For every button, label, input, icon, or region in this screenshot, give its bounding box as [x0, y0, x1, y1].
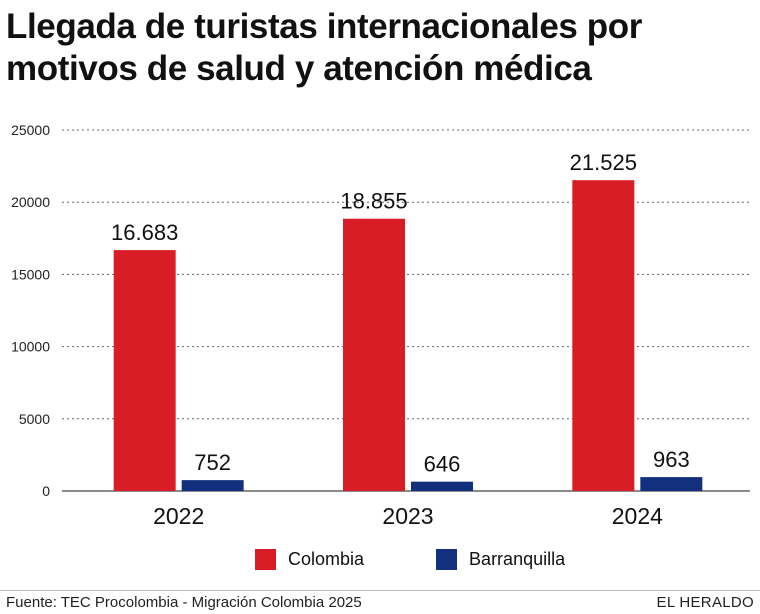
- y-tick-label-5000: 5000: [19, 411, 50, 427]
- chart-legend: Colombia Barranquilla: [255, 549, 637, 570]
- chart-title-line-1: Llegada de turistas internacionales por: [6, 7, 642, 46]
- x-tick-label-2024: 2024: [612, 503, 663, 529]
- x-tick-label-2023: 2023: [382, 503, 433, 529]
- x-tick-label-2022: 2022: [153, 503, 204, 529]
- chart-title-line-2: motivos de salud y atención médica: [6, 49, 592, 88]
- bar-barranquilla-2023: [411, 481, 473, 491]
- data-label-colombia-2022: 16.683: [111, 220, 178, 245]
- data-label-colombia-2024: 21.525: [570, 150, 637, 175]
- bar-colombia-2022: [113, 250, 176, 491]
- footer-divider: [0, 590, 760, 591]
- bar-barranquilla-2024: [640, 477, 703, 491]
- legend-label-barranquilla: Barranquilla: [469, 549, 566, 569]
- legend-swatch-barranquilla: [436, 549, 458, 570]
- y-tick-label-0: 0: [42, 483, 50, 499]
- source-note: Fuente: TEC Procolombia - Migración Colo…: [6, 594, 362, 611]
- chart-title: Llegada de turistas internacionales por …: [6, 6, 756, 90]
- data-label-barranquilla-2023: 646: [424, 452, 461, 477]
- bar-barranquilla-2022: [181, 480, 244, 491]
- legend-swatch-colombia: [255, 549, 276, 570]
- y-tick-label-20000: 20000: [11, 194, 50, 210]
- y-tick-label-15000: 15000: [11, 266, 50, 282]
- data-label-barranquilla-2022: 752: [194, 450, 231, 475]
- legend-item-colombia: Colombia: [255, 549, 364, 570]
- legend-item-barranquilla: Barranquilla: [436, 549, 565, 570]
- publisher-brand: EL HERALDO: [656, 594, 754, 611]
- y-tick-label-25000: 25000: [11, 122, 50, 138]
- bar-colombia-2024: [572, 180, 635, 491]
- y-tick-label-10000: 10000: [11, 339, 50, 355]
- bar-colombia-2023: [343, 218, 405, 491]
- data-label-colombia-2023: 18.855: [340, 189, 407, 214]
- data-label-barranquilla-2024: 963: [653, 447, 690, 472]
- legend-label-colombia: Colombia: [288, 549, 365, 569]
